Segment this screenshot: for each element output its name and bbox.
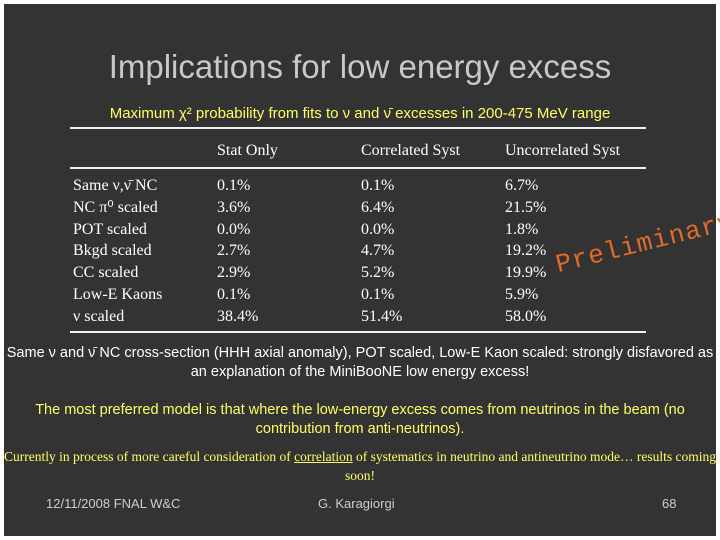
status-note-text: Currently in process of more careful con…	[4, 449, 295, 464]
correlated-column: 0.1% 6.4% 0.0% 4.7% 5.2% 0.1% 51.4%	[361, 175, 402, 328]
slide-subtitle: Maximum χ² probability from fits to ν an…	[109, 105, 611, 122]
table-bottom-rule	[70, 331, 646, 333]
stat-only-column: 0.1% 3.6% 0.0% 2.7% 2.9% 0.1% 38.4%	[217, 175, 258, 328]
footer-author: G. Karagiorgi	[318, 496, 395, 511]
table-cell: 21.5%	[505, 198, 547, 216]
table-cell: 0.1%	[217, 285, 251, 303]
row-label: Low-E Kaons	[73, 285, 163, 303]
table-cell: 38.4%	[217, 307, 259, 325]
row-labels-column: Same ν,ν̄ NC NC π⁰ scaled POT scaled Bkg…	[73, 175, 162, 328]
table-cell: 6.7%	[505, 177, 539, 194]
correlation-link-text: correlation	[294, 449, 353, 464]
conclusion-note: Same ν and ν̄ NC cross-section (HHH axia…	[6, 345, 714, 380]
status-note: Currently in process of more careful con…	[0, 447, 720, 485]
header-stat-only: Stat Only	[217, 142, 278, 159]
table-cell: 4.7%	[361, 242, 395, 260]
slide-title: Implications for low energy excess	[108, 48, 612, 85]
table-cell: 19.9%	[505, 264, 547, 282]
table-cell: 2.7%	[217, 242, 251, 260]
preferred-model-note: The most preferred model is that where t…	[35, 402, 685, 437]
table-cell: 5.9%	[505, 285, 539, 303]
row-label: CC scaled	[73, 264, 139, 282]
table-header-rule	[70, 167, 646, 169]
page-number: 68	[662, 496, 677, 511]
table-cell: 5.2%	[361, 264, 395, 282]
row-label: Bkgd scaled	[73, 242, 152, 260]
uncorrelated-column: 6.7% 21.5% 1.8% 19.2% 19.9% 5.9% 58.0%	[505, 175, 546, 328]
table-cell: 58.0%	[505, 307, 547, 325]
table-cell: 0.1%	[361, 177, 395, 194]
subtitle-rule	[70, 127, 646, 129]
table-cell: 6.4%	[361, 198, 395, 216]
table-cell: 0.1%	[361, 285, 395, 303]
slide-background	[4, 4, 716, 536]
table-cell: 19.2%	[505, 242, 547, 260]
table-cell: 0.0%	[361, 220, 395, 238]
table-cell: 1.8%	[505, 220, 539, 238]
row-label: Same ν,ν̄ NC	[73, 177, 158, 194]
footer-date: 12/11/2008 FNAL W&C	[46, 496, 181, 511]
row-label: POT scaled	[73, 220, 147, 238]
table-cell: 0.1%	[217, 177, 251, 194]
status-note-text-end: of systematics in neutrino and antineutr…	[345, 449, 716, 483]
table-cell: 2.9%	[217, 264, 251, 282]
row-label: ν scaled	[73, 307, 125, 325]
row-label: NC π⁰ scaled	[73, 198, 158, 216]
table-cell: 0.0%	[217, 220, 251, 238]
table-cell: 51.4%	[361, 307, 403, 325]
header-uncorrelated: Uncorrelated Syst	[505, 142, 621, 159]
header-correlated: Correlated Syst	[361, 142, 461, 159]
table-cell: 3.6%	[217, 198, 251, 216]
